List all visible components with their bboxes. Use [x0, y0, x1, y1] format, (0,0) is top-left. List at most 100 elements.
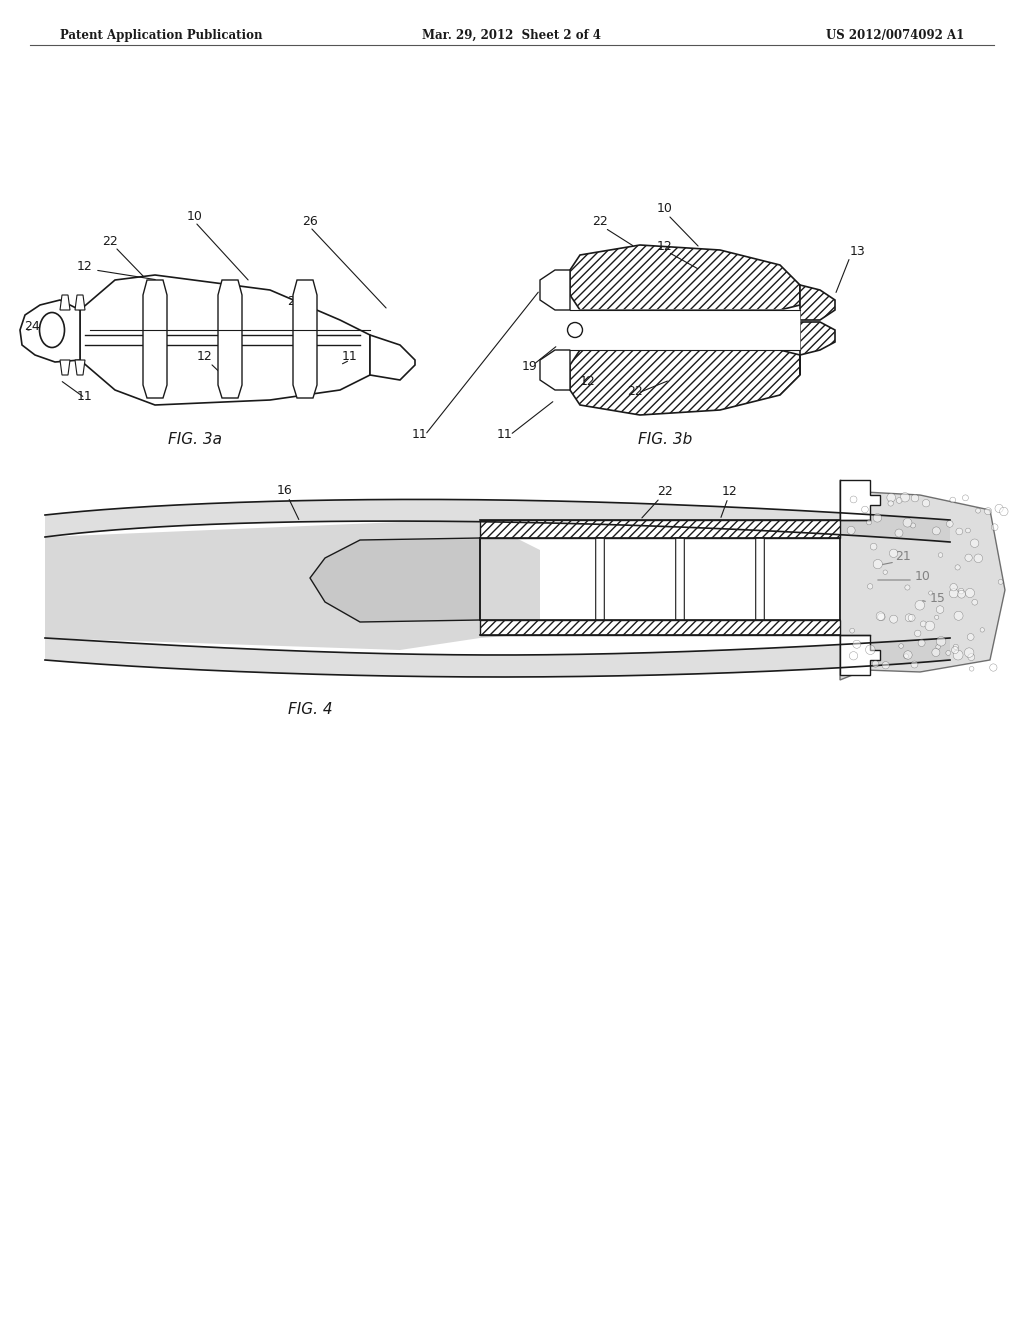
Polygon shape	[20, 300, 80, 362]
Circle shape	[910, 523, 915, 528]
Circle shape	[958, 589, 964, 594]
Circle shape	[908, 614, 915, 622]
Text: 12: 12	[580, 310, 596, 323]
Polygon shape	[45, 638, 950, 677]
Ellipse shape	[40, 313, 65, 347]
Polygon shape	[75, 360, 85, 375]
Circle shape	[870, 544, 877, 550]
Circle shape	[932, 648, 940, 656]
Circle shape	[974, 554, 983, 562]
Circle shape	[995, 504, 1004, 512]
Circle shape	[989, 664, 997, 671]
Polygon shape	[570, 350, 800, 414]
Circle shape	[895, 529, 903, 537]
FancyBboxPatch shape	[596, 537, 604, 620]
Text: 19: 19	[522, 360, 538, 374]
FancyBboxPatch shape	[676, 537, 684, 620]
Circle shape	[955, 565, 961, 570]
Circle shape	[915, 601, 925, 610]
Text: Mar. 29, 2012  Sheet 2 of 4: Mar. 29, 2012 Sheet 2 of 4	[423, 29, 601, 41]
Text: 11: 11	[342, 350, 357, 363]
Circle shape	[861, 506, 868, 513]
Circle shape	[873, 560, 883, 569]
Circle shape	[878, 614, 885, 620]
Circle shape	[873, 513, 882, 523]
Circle shape	[968, 634, 974, 640]
Polygon shape	[370, 335, 415, 380]
Circle shape	[899, 644, 903, 648]
Circle shape	[954, 611, 963, 620]
Text: 22: 22	[287, 294, 303, 308]
Circle shape	[903, 651, 912, 659]
Polygon shape	[218, 280, 242, 399]
Circle shape	[890, 549, 898, 557]
Circle shape	[914, 630, 921, 636]
Circle shape	[853, 640, 861, 648]
Circle shape	[904, 653, 908, 659]
Text: 12: 12	[198, 350, 213, 363]
Text: 10: 10	[915, 570, 931, 583]
Circle shape	[946, 651, 950, 655]
Circle shape	[923, 499, 930, 507]
Polygon shape	[80, 275, 370, 405]
Polygon shape	[840, 480, 880, 520]
Circle shape	[882, 661, 890, 669]
Circle shape	[976, 508, 981, 513]
Text: 22: 22	[592, 215, 608, 228]
Circle shape	[972, 599, 978, 605]
Text: FIG. 3b: FIG. 3b	[638, 433, 692, 447]
Circle shape	[956, 528, 963, 535]
Circle shape	[953, 651, 963, 660]
Text: 11: 11	[77, 389, 93, 403]
Polygon shape	[840, 480, 1005, 680]
Polygon shape	[60, 294, 70, 310]
Polygon shape	[480, 620, 840, 635]
Text: 22: 22	[102, 235, 118, 248]
Text: 21: 21	[895, 550, 910, 564]
Text: 12: 12	[77, 260, 93, 273]
FancyBboxPatch shape	[569, 310, 801, 350]
Polygon shape	[143, 280, 167, 399]
Text: 10: 10	[187, 210, 203, 223]
Circle shape	[888, 500, 893, 506]
Circle shape	[936, 636, 946, 645]
Circle shape	[919, 639, 925, 647]
FancyBboxPatch shape	[756, 537, 764, 620]
Circle shape	[951, 647, 958, 653]
Text: US 2012/0074092 A1: US 2012/0074092 A1	[825, 29, 964, 41]
Circle shape	[866, 520, 871, 525]
Circle shape	[970, 667, 974, 671]
Polygon shape	[75, 294, 85, 310]
Circle shape	[965, 554, 972, 561]
Circle shape	[890, 615, 898, 623]
Circle shape	[998, 579, 1004, 585]
Circle shape	[850, 628, 855, 634]
Circle shape	[905, 585, 910, 590]
Text: 26: 26	[302, 215, 317, 228]
Circle shape	[911, 494, 919, 502]
Text: 22: 22	[627, 385, 643, 399]
Circle shape	[911, 661, 918, 668]
Circle shape	[847, 527, 855, 535]
Circle shape	[968, 653, 975, 660]
Text: Patent Application Publication: Patent Application Publication	[60, 29, 262, 41]
Polygon shape	[45, 499, 950, 543]
Text: 12: 12	[580, 375, 596, 388]
Polygon shape	[570, 246, 800, 310]
Text: 22: 22	[657, 484, 673, 498]
Circle shape	[887, 494, 896, 502]
Text: 15: 15	[930, 591, 946, 605]
Circle shape	[921, 620, 927, 627]
Circle shape	[865, 645, 876, 655]
Text: FIG. 4: FIG. 4	[288, 702, 333, 718]
Text: FIG. 3a: FIG. 3a	[168, 433, 222, 447]
Ellipse shape	[567, 322, 583, 338]
Circle shape	[872, 660, 879, 667]
Circle shape	[877, 611, 885, 620]
Circle shape	[966, 589, 975, 598]
Circle shape	[938, 553, 943, 557]
Polygon shape	[540, 350, 570, 389]
Polygon shape	[840, 635, 880, 675]
Circle shape	[966, 528, 971, 533]
Circle shape	[925, 622, 935, 631]
